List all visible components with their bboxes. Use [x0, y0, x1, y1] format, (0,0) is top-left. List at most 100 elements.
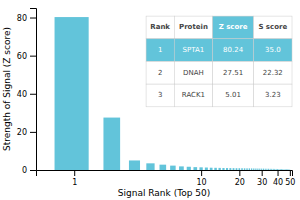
bar — [199, 167, 202, 170]
table-header: Rank — [150, 23, 170, 31]
tick: 60 — [17, 52, 36, 61]
table-header-cell — [146, 16, 174, 39]
bar — [272, 169, 274, 170]
bar — [259, 169, 260, 170]
tick-label: 30 — [257, 178, 267, 187]
bar — [265, 169, 266, 170]
tick-label: 40 — [17, 90, 27, 99]
tick-mark — [290, 170, 291, 176]
bar — [179, 166, 184, 170]
tick-mark — [30, 132, 36, 133]
tick-label: 60 — [17, 52, 27, 61]
bar — [277, 169, 279, 170]
y-axis: 0 20 40 60 80 — [17, 9, 37, 176]
bar — [129, 160, 140, 170]
tick-label: 20 — [17, 128, 27, 137]
table-text: 5.01 — [225, 91, 241, 99]
bar — [160, 165, 167, 170]
tick-label: 1 — [72, 178, 77, 187]
chart: 11020304050020406080RankProteinZ scoreS … — [0, 0, 300, 200]
axis-line — [37, 171, 293, 177]
tick-mark — [262, 170, 263, 176]
tick-mark — [201, 170, 202, 176]
tick: 40 — [17, 90, 36, 99]
table-text: 22.32 — [263, 69, 283, 77]
table-text: 3.23 — [265, 91, 281, 99]
bar — [287, 169, 289, 170]
tick: 20 — [17, 128, 36, 137]
table-cell — [254, 84, 292, 107]
table-text: SPTA1 — [183, 46, 205, 54]
tick-mark — [30, 94, 36, 95]
tick-mark — [30, 18, 36, 19]
table-header-cell — [213, 16, 254, 39]
bar — [218, 168, 220, 170]
bar — [214, 168, 217, 170]
table-cell — [213, 39, 254, 62]
bar — [257, 169, 258, 170]
tick-mark — [278, 170, 279, 176]
bar — [271, 169, 273, 170]
tick: 30 — [257, 170, 267, 187]
bar — [255, 168, 256, 170]
bar — [282, 169, 284, 170]
tick-mark — [74, 170, 75, 176]
bar — [244, 168, 246, 170]
plot: 11020304050020406080RankProteinZ scoreS … — [17, 9, 296, 187]
bar — [283, 169, 285, 170]
table-text: 35.0 — [265, 46, 281, 54]
axis-line — [30, 9, 37, 171]
bar — [281, 169, 283, 170]
bar — [103, 118, 120, 170]
bar — [253, 168, 254, 170]
bar — [222, 168, 224, 170]
bar — [236, 168, 238, 170]
bar — [226, 168, 228, 170]
table-cell — [174, 61, 212, 84]
tick: 40 — [273, 170, 283, 187]
table-text: 1 — [158, 46, 162, 54]
table-cell — [213, 84, 254, 107]
table-text: 2 — [158, 69, 162, 77]
table-cell — [174, 39, 212, 62]
bar — [249, 168, 250, 170]
bar — [269, 169, 271, 170]
tick-label: 40 — [273, 178, 283, 187]
tick-label: 10 — [197, 178, 207, 187]
table-text: 80.24 — [223, 46, 244, 54]
tick-label: 0 — [22, 166, 27, 175]
x-axis: 1 10 20 30 4050 — [37, 170, 296, 187]
table-cell — [174, 84, 212, 107]
table-header: Protein — [179, 23, 208, 31]
bar — [278, 169, 280, 170]
tick-label: 50 — [285, 178, 295, 187]
table: RankProteinZ scoreS score1SPTA180.2435.0… — [146, 16, 292, 107]
table-header-cell — [174, 16, 212, 39]
bar — [263, 169, 264, 170]
bar — [266, 169, 267, 170]
tick-label: 20 — [235, 178, 245, 187]
table-text: 3 — [158, 91, 162, 99]
bar — [146, 163, 154, 170]
table-cell — [254, 61, 292, 84]
table-header-cell — [254, 16, 292, 39]
bar — [274, 169, 276, 170]
tick: 50 — [285, 170, 295, 187]
tick: 10 — [197, 170, 207, 187]
tick-mark — [30, 56, 36, 57]
bar — [288, 169, 290, 170]
y-axis-title: Strength of Signal (Z score) — [2, 27, 12, 151]
bar — [284, 169, 286, 170]
table-cell — [146, 39, 174, 62]
table-header: Z score — [219, 23, 248, 31]
tick: 20 — [235, 170, 245, 187]
x-axis-title: Signal Rank (Top 50) — [118, 188, 210, 198]
table-cell — [146, 61, 174, 84]
table-text: 27.51 — [223, 69, 243, 77]
bar — [241, 168, 243, 170]
bar — [246, 168, 247, 170]
tick: 80 — [17, 14, 36, 23]
bar — [261, 169, 262, 170]
table-header: S score — [258, 23, 287, 31]
table-cell — [254, 39, 292, 62]
